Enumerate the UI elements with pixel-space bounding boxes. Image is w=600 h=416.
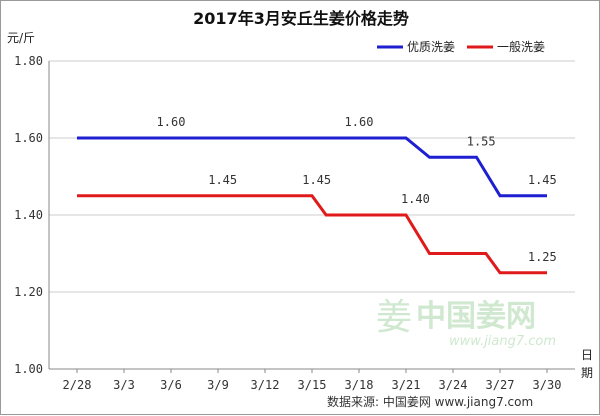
x-axis-label-char: 日 bbox=[581, 348, 593, 362]
source-note: 数据来源: 中国姜网 www.jiang7.com bbox=[327, 394, 533, 409]
series-lines bbox=[77, 136, 547, 275]
y-tick-label: 1.80 bbox=[14, 54, 43, 68]
x-tick-label: 3/3 bbox=[113, 378, 135, 392]
data-label: 1.45 bbox=[208, 173, 237, 187]
data-label: 1.45 bbox=[528, 173, 557, 187]
data-label: 1.25 bbox=[528, 250, 557, 264]
x-tick-label: 3/18 bbox=[345, 378, 374, 392]
legend: 优质洗姜 一般洗姜 bbox=[377, 39, 545, 54]
y-tick-labels: 1.00 1.20 1.40 1.60 1.80 bbox=[14, 54, 43, 376]
y-tick-label: 1.00 bbox=[14, 362, 43, 376]
series-line bbox=[77, 136, 547, 198]
watermark-text: 中国姜网 bbox=[416, 299, 536, 334]
x-tick-label: 3/6 bbox=[160, 378, 182, 392]
x-tick-label: 3/21 bbox=[392, 378, 421, 392]
x-tick-label: 3/12 bbox=[251, 378, 280, 392]
watermark-logo: 姜 bbox=[376, 297, 412, 338]
series-line bbox=[77, 194, 547, 275]
y-tick-label: 1.60 bbox=[14, 131, 43, 145]
y-tick-label: 1.20 bbox=[14, 285, 43, 299]
data-label: 1.60 bbox=[345, 115, 374, 129]
legend-label: 优质洗姜 bbox=[407, 40, 455, 54]
x-tick-labels: 2/28 3/3 3/6 3/9 3/12 3/15 3/18 3/21 3/24 3/27 3/3… bbox=[63, 369, 562, 392]
x-axis-label-char: 期 bbox=[581, 366, 593, 380]
x-tick-label: 3/27 bbox=[486, 378, 515, 392]
data-label: 1.45 bbox=[302, 173, 331, 187]
watermark-url: www.jiang7.com bbox=[449, 334, 556, 349]
x-axis-label: 日期 bbox=[581, 348, 593, 380]
x-tick-label: 3/15 bbox=[298, 378, 327, 392]
y-axis-label: 元/斤 bbox=[7, 31, 35, 45]
data-label: 1.55 bbox=[467, 134, 496, 148]
data-label: 1.60 bbox=[157, 115, 186, 129]
data-label: 1.40 bbox=[401, 192, 430, 206]
data-labels: 1.60 1.60 1.55 1.45 1.45 1.45 1.40 1.25 bbox=[157, 115, 557, 264]
x-tick-label: 3/9 bbox=[207, 378, 229, 392]
watermark: 姜 中国姜网 www.jiang7.com bbox=[376, 297, 556, 349]
legend-label: 一般洗姜 bbox=[497, 39, 545, 54]
x-tick-label: 3/24 bbox=[439, 378, 468, 392]
y-tick-label: 1.40 bbox=[14, 208, 43, 222]
x-tick-label: 3/30 bbox=[533, 378, 562, 392]
x-tick-label: 2/28 bbox=[63, 378, 92, 392]
chart-title: 2017年3月安丘生姜价格走势 bbox=[193, 9, 409, 28]
